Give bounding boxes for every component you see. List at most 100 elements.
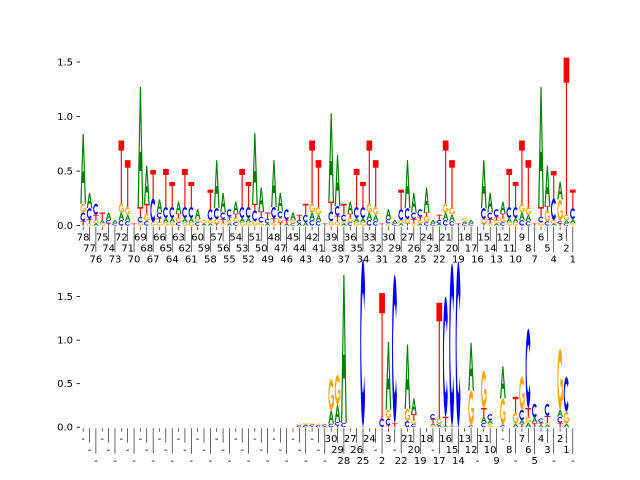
x-tick-label: 9 bbox=[493, 456, 499, 467]
logo-letter-C bbox=[239, 207, 245, 218]
logo-letter-shape bbox=[480, 160, 487, 209]
logo-letter-shape bbox=[296, 220, 302, 224]
logo-letter-A bbox=[175, 201, 182, 214]
x-tick-label: 76 bbox=[90, 255, 103, 266]
x-tick-label: - bbox=[310, 434, 314, 445]
logo-letter-shape bbox=[557, 181, 563, 200]
logo-letter-shape bbox=[318, 424, 322, 426]
logo-letter-shape bbox=[385, 418, 391, 426]
logo-letter-shape bbox=[213, 219, 219, 224]
logo-letter-shape bbox=[344, 222, 347, 224]
logo-letter-shape bbox=[487, 223, 493, 226]
logo-letter-shape bbox=[430, 425, 436, 428]
logo-letter-T bbox=[512, 396, 519, 413]
logo-letter-shape bbox=[493, 209, 499, 217]
logo-letter-shape bbox=[347, 222, 353, 226]
logo-letter-T bbox=[264, 212, 271, 220]
logo-letter-G bbox=[557, 348, 563, 410]
logo-letter-shape bbox=[528, 210, 532, 214]
logo-letter-G bbox=[188, 222, 195, 226]
logo-letter-T bbox=[105, 223, 112, 226]
x-tick-label: 5 bbox=[544, 244, 550, 255]
logo-letter-shape bbox=[375, 210, 379, 214]
x-tick-label: 1 bbox=[563, 445, 569, 456]
logo-letter-G bbox=[93, 220, 99, 224]
x-tick-label: 19 bbox=[452, 255, 465, 266]
logo-letter-shape bbox=[309, 203, 315, 213]
logo-letter-shape bbox=[137, 87, 144, 208]
logo-letter-G bbox=[80, 203, 86, 213]
logo-letter-A bbox=[563, 220, 570, 224]
logo-letter-shape bbox=[96, 221, 99, 223]
x-tick-label: 4 bbox=[551, 255, 557, 266]
x-tick-label: - bbox=[132, 456, 136, 467]
logo-letter-shape bbox=[277, 217, 283, 223]
logo-letter-shape bbox=[379, 293, 385, 419]
logo-letter-T bbox=[557, 422, 563, 428]
logo-letter-G bbox=[538, 222, 544, 226]
logo-letter-shape bbox=[93, 214, 99, 221]
x-tick-label: - bbox=[298, 445, 302, 456]
logo-letter-shape bbox=[233, 222, 238, 226]
logo-letter-T bbox=[519, 140, 525, 204]
logo-letter-T bbox=[442, 140, 449, 204]
logo-letter-shape bbox=[449, 160, 455, 208]
x-tick-label: - bbox=[170, 456, 174, 467]
logo-letter-A bbox=[512, 217, 519, 223]
x-tick-label: 44 bbox=[293, 244, 306, 255]
x-tick-label: - bbox=[266, 456, 270, 467]
logo-letter-T bbox=[334, 425, 341, 428]
logo-letter-T bbox=[487, 219, 494, 224]
logo-letter-shape bbox=[315, 160, 322, 208]
logo-letter-C bbox=[328, 423, 334, 428]
logo-letter-G bbox=[411, 420, 417, 424]
logo-letter-A bbox=[404, 160, 411, 209]
logo-letter-shape bbox=[229, 221, 233, 223]
logo-letter-shape bbox=[519, 203, 525, 213]
logo-letter-shape bbox=[302, 203, 309, 215]
logo-letter-shape bbox=[124, 221, 130, 226]
x-tick-label: 12 bbox=[497, 233, 510, 244]
logo-letter-shape bbox=[570, 208, 575, 220]
logo-letter-shape bbox=[506, 222, 512, 226]
logo-letter-A bbox=[226, 223, 233, 226]
logo-letter-A bbox=[264, 223, 271, 226]
x-tick-label: 66 bbox=[153, 233, 166, 244]
x-tick-label: - bbox=[571, 456, 575, 467]
logo-letter-shape bbox=[334, 215, 341, 222]
logo-letter-G bbox=[347, 217, 354, 223]
logo-letter-shape bbox=[528, 419, 532, 422]
logo-letter-shape bbox=[232, 201, 239, 214]
logo-letter-C bbox=[436, 220, 442, 224]
logo-letter-G bbox=[512, 222, 519, 226]
logo-letter-T bbox=[283, 220, 290, 224]
logo-letter-C bbox=[500, 425, 505, 428]
x-tick-label: - bbox=[514, 456, 518, 467]
logo-letter-shape bbox=[392, 223, 397, 226]
logo-letter-shape bbox=[290, 220, 296, 224]
logo-letter-C bbox=[487, 212, 493, 220]
logo-letter-T bbox=[519, 423, 525, 428]
x-tick-label: 8 bbox=[525, 244, 531, 255]
x-tick-label: 74 bbox=[102, 244, 115, 255]
logo-letter-C bbox=[182, 207, 188, 218]
logo-letter-shape bbox=[331, 394, 334, 406]
logo-letter-T bbox=[296, 214, 303, 221]
logo-letter-shape bbox=[563, 223, 569, 226]
logo-letter-G bbox=[277, 217, 284, 223]
logo-letter-shape bbox=[143, 203, 150, 214]
logo-letter-shape bbox=[423, 212, 430, 216]
logo-letter-C bbox=[220, 212, 226, 220]
x-tick-label: 78 bbox=[77, 233, 90, 244]
logo-letter-C bbox=[449, 221, 455, 226]
logo-letter-G bbox=[290, 220, 296, 224]
logo-letter-C bbox=[315, 221, 321, 226]
logo-letter-shape bbox=[430, 220, 436, 224]
logo-letter-T bbox=[328, 201, 335, 212]
logo-letter-shape bbox=[353, 207, 359, 218]
logo-letter-shape bbox=[407, 415, 411, 420]
logo-letter-A bbox=[169, 217, 176, 223]
x-tick-label: 15 bbox=[446, 445, 459, 456]
logo-letter-T bbox=[143, 203, 150, 214]
logo-letter-A bbox=[410, 192, 417, 213]
